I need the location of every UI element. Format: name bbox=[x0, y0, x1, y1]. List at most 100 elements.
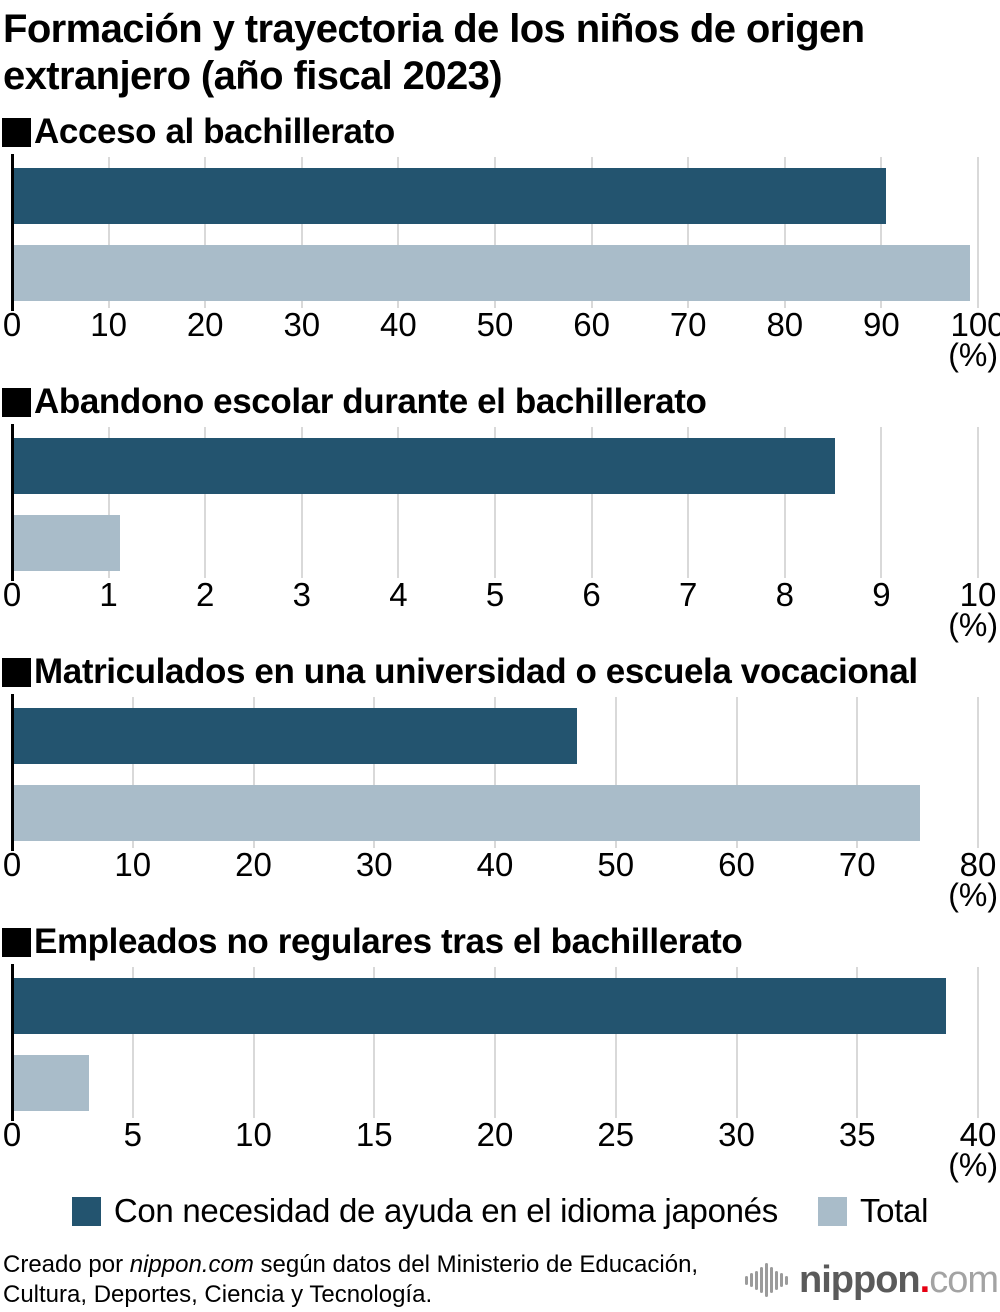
axis-tick-label: 80 bbox=[959, 846, 997, 883]
axis-zero-line bbox=[11, 154, 14, 311]
bar-primary bbox=[14, 708, 577, 764]
gridline bbox=[397, 157, 400, 308]
axis-tick-label: 35 bbox=[838, 1116, 876, 1153]
axis-tick-label: 5 bbox=[123, 1116, 142, 1153]
axis-tick-row: 0 10 20 30 40 50 60 70 80 bbox=[0, 846, 1000, 883]
legend-item-primary: Con necesidad de ayuda en el idioma japo… bbox=[71, 1192, 778, 1230]
axis-tick-label: 20 bbox=[476, 1116, 514, 1153]
section-heading: Abandono escolar durante el bachillerato bbox=[0, 380, 1000, 424]
gridline bbox=[252, 697, 255, 848]
gridline bbox=[131, 697, 134, 848]
legend: Con necesidad de ayuda en el idioma japo… bbox=[0, 1192, 1000, 1230]
axis-unit-label: (%) bbox=[948, 877, 998, 913]
axis-tick-label: 10 bbox=[114, 846, 152, 883]
axis-tick-row: 0 1 2 3 4 5 6 7 8 9 10 bbox=[0, 576, 1000, 613]
axis-zero-line bbox=[11, 964, 14, 1121]
legend-swatch-total bbox=[817, 1196, 847, 1226]
gridline bbox=[252, 967, 255, 1118]
axis-tick-label: 9 bbox=[872, 576, 891, 613]
axis-tick-label: 7 bbox=[679, 576, 698, 613]
axis-tick-label: 30 bbox=[355, 846, 393, 883]
axis-tick-label: 30 bbox=[283, 306, 321, 343]
heading-square-icon bbox=[2, 117, 31, 147]
axis-tick-label: 10 bbox=[90, 306, 127, 343]
axis-tick-row: 0 10 20 30 40 50 60 70 80 90 100 bbox=[0, 306, 1000, 343]
axis-tick-label: 1 bbox=[99, 576, 118, 613]
gridline bbox=[856, 967, 859, 1118]
credit-brand: nippon.com bbox=[129, 1251, 254, 1278]
gridline bbox=[107, 157, 110, 308]
axis-tick-label: 60 bbox=[573, 306, 610, 343]
gridline bbox=[687, 427, 690, 578]
logo-wave-icon bbox=[745, 1258, 790, 1302]
gridline bbox=[735, 697, 738, 848]
gridline bbox=[687, 157, 690, 308]
logo-text: nippon.com bbox=[799, 1258, 999, 1302]
gridline bbox=[977, 967, 979, 1118]
heading-square-icon bbox=[2, 927, 31, 957]
axis-tick-label: 60 bbox=[718, 846, 755, 883]
nippon-logo: nippon.com bbox=[745, 1258, 999, 1302]
gridline bbox=[131, 967, 134, 1118]
section-heading-label: Acceso al bachillerato bbox=[34, 112, 395, 151]
axis-tick-label: 30 bbox=[718, 1116, 755, 1153]
bar-total bbox=[14, 245, 970, 301]
axis-tick-label: 40 bbox=[380, 306, 417, 343]
gridline bbox=[590, 157, 593, 308]
gridline bbox=[977, 157, 979, 308]
axis-tick-label: 100 bbox=[950, 306, 1000, 343]
axis-tick-label: 0 bbox=[2, 846, 22, 883]
axis-tick-label: 5 bbox=[485, 576, 505, 613]
axis-tick-label: 10 bbox=[959, 576, 997, 613]
footer-credit: Creado por nippon.com según datos del Mi… bbox=[3, 1250, 698, 1310]
legend-label-primary: Con necesidad de ayuda en el idioma japo… bbox=[113, 1192, 778, 1229]
axis-unit-label: (%) bbox=[948, 607, 998, 643]
charts-container: Acceso al bachillerato 0 10 20 30 40 50 60 70 80 9… bbox=[0, 100, 1000, 1183]
axis-unit-label: (%) bbox=[948, 337, 998, 373]
heading-square-icon bbox=[2, 387, 31, 417]
axis-unit-label: (%) bbox=[948, 1147, 998, 1183]
axis-tick-label: 15 bbox=[355, 1116, 393, 1153]
plot-area bbox=[0, 964, 1000, 1121]
axis-tick-label: 90 bbox=[863, 306, 900, 343]
axis-zero-line bbox=[11, 694, 14, 851]
axis-zero-line bbox=[11, 424, 14, 581]
axis-tick-label: 40 bbox=[476, 846, 514, 883]
gridline bbox=[494, 427, 496, 578]
logo-red-dot: . bbox=[919, 1258, 931, 1301]
page-title-line2: extranjero (año fiscal 2023) bbox=[3, 54, 503, 98]
axis-tick-row: 0 5 10 15 20 25 30 35 40 bbox=[0, 1116, 1000, 1153]
plot-area bbox=[0, 424, 1000, 581]
axis-tick-label: 2 bbox=[196, 576, 215, 613]
gridline bbox=[856, 697, 859, 848]
gridline bbox=[614, 697, 617, 848]
axis-tick-label: 40 bbox=[959, 1116, 997, 1153]
axis-tick-label: 8 bbox=[775, 576, 794, 613]
gridline bbox=[614, 967, 617, 1118]
axis-tick-label: 70 bbox=[669, 306, 707, 343]
bar-primary bbox=[14, 438, 835, 494]
bar-total bbox=[14, 785, 920, 841]
gridline bbox=[880, 157, 883, 308]
gridline bbox=[880, 427, 883, 578]
gridline bbox=[300, 427, 303, 578]
legend-swatch-primary bbox=[71, 1196, 101, 1226]
axis-tick-label: 20 bbox=[235, 846, 272, 883]
chart-section-1: Acceso al bachillerato 0 10 20 30 40 50 60 70 80 9… bbox=[0, 100, 1000, 373]
section-heading: Acceso al bachillerato bbox=[0, 110, 1000, 154]
gridline bbox=[397, 427, 400, 578]
section-heading: Empleados no regulares tras el bachiller… bbox=[0, 920, 1000, 964]
axis-tick-label: 4 bbox=[389, 576, 408, 613]
gridline bbox=[977, 697, 979, 848]
footer: Creado por nippon.com según datos del Mi… bbox=[0, 1250, 1000, 1310]
legend-label-total: Total bbox=[859, 1192, 929, 1229]
gridline bbox=[300, 157, 303, 308]
gridline bbox=[494, 697, 496, 848]
axis-tick-label: 0 bbox=[2, 306, 22, 343]
section-heading: Matriculados en una universidad o escuel… bbox=[0, 650, 1000, 694]
gridline bbox=[494, 967, 496, 1118]
bar-primary bbox=[14, 978, 946, 1034]
section-heading-label: Empleados no regulares tras el bachiller… bbox=[34, 922, 743, 961]
logo-word-com: com bbox=[929, 1258, 999, 1301]
